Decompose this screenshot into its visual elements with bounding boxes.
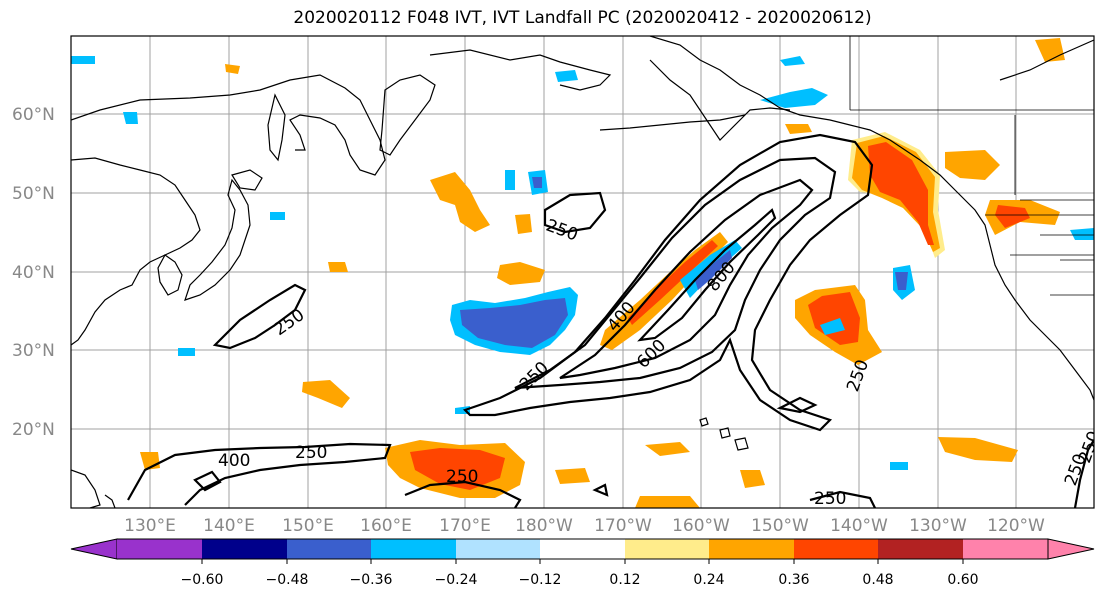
longitude-labels: 130°E 140°E 150°E 160°E 170°E 180°W 170°…: [124, 516, 1045, 536]
colorbar-segment: [371, 539, 456, 559]
lon-label: 150°W: [751, 516, 809, 536]
colorbar-tick-label: −0.48: [266, 572, 309, 588]
colorbar-tick-label: 0.12: [609, 572, 640, 588]
map-frame: [70, 35, 1095, 509]
contour-label: 400: [218, 451, 250, 471]
lon-label: 170°E: [439, 516, 491, 536]
negative-anomaly-regions: [71, 56, 1094, 470]
lon-label: 120°W: [987, 516, 1045, 536]
colorbar-segment: [287, 539, 371, 559]
lat-label-40n: 40°N: [12, 263, 55, 283]
lon-label: 140°E: [203, 516, 255, 536]
lon-label: 130°W: [909, 516, 967, 536]
graticule: [71, 36, 1094, 508]
colorbar-tick-label: 0.48: [862, 572, 893, 588]
lon-label: 130°E: [124, 516, 176, 536]
colorbar-segment: [963, 539, 1048, 559]
lat-label-50n: 50°N: [12, 184, 55, 204]
latitude-labels: 60°N 50°N 40°N 30°N 20°N: [12, 105, 55, 440]
colorbar-extend-min: [70, 538, 118, 560]
lon-label: 140°W: [830, 516, 888, 536]
colorbar-segment: [625, 539, 709, 559]
lat-label-30n: 30°N: [12, 341, 55, 361]
colorbar-segment: [202, 539, 287, 559]
positive-anomaly-regions: [140, 38, 1065, 508]
lon-label: 150°E: [282, 516, 334, 536]
lon-label: 170°W: [594, 516, 652, 536]
colorbar-segment: [117, 539, 202, 559]
lon-label: 160°W: [672, 516, 730, 536]
colorbar-tick-label: −0.12: [519, 572, 562, 588]
colorbar-tick-label: 0.60: [947, 572, 978, 588]
coastlines: [71, 36, 1094, 508]
lat-label-60n: 60°N: [12, 105, 55, 125]
colorbar-segment: [794, 539, 878, 559]
colorbar-segment: [456, 539, 540, 559]
colorbar-tick-label: −0.24: [435, 572, 478, 588]
lon-label: 160°E: [360, 516, 412, 536]
contour-label: 250: [814, 489, 846, 509]
colorbar-tick-label: −0.36: [350, 572, 393, 588]
colorbar-extend-max: [1047, 538, 1095, 560]
colorbar-segment: [540, 539, 625, 559]
political-borders: [849, 36, 1094, 296]
colorbar-segment: [709, 539, 794, 559]
map-title: 2020020112 F048 IVT, IVT Landfall PC (20…: [293, 8, 872, 28]
lat-label-20n: 20°N: [12, 420, 55, 440]
colorbar-tick-label: 0.24: [693, 572, 724, 588]
contour-label: 250: [295, 443, 327, 463]
colorbar-tick-label: −0.60: [181, 572, 224, 588]
lon-label: 180°W: [515, 516, 573, 536]
colorbar-segment: [878, 539, 963, 559]
colorbar-tick-label: 0.36: [778, 572, 809, 588]
ivt-contours: [127, 133, 1094, 508]
colorbar: −0.60 −0.48 −0.36 −0.24 −0.12 0.12 0.24 …: [70, 538, 1095, 588]
map-area: 250 250 250 400 250 250 400 600 800 250 …: [71, 36, 1094, 509]
contour-label: 250: [446, 467, 478, 487]
